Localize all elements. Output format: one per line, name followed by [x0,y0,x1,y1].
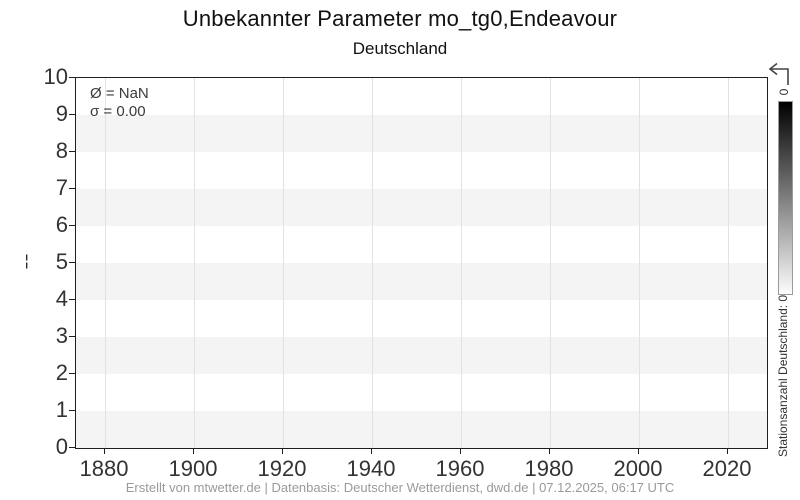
colorbar-tick-label: 0 [777,88,791,96]
y-tick-mark [69,188,75,189]
x-tick-mark [193,448,194,454]
gridline-2000 [639,78,640,448]
y-tick-mark [69,447,75,448]
gridline-1940 [372,78,373,448]
y-tick-mark [69,299,75,300]
gridline-1920 [283,78,284,448]
y-tick-mark [69,373,75,374]
x-tick-mark [460,448,461,454]
gridline-1960 [461,78,462,448]
y-tick-label: 4 [55,286,68,311]
y-tick-label: 2 [55,360,68,385]
x-tick-label: 2000 [613,456,663,481]
x-tick-mark [104,448,105,454]
y-tick-label: 6 [55,212,68,237]
x-tick-label: 1940 [346,456,396,481]
y-tick-label: 5 [55,249,68,274]
y-tick-mark [69,151,75,152]
y-tick-label: 1 [55,397,68,422]
chart-subtitle: Deutschland [352,39,448,58]
y-tick-label: 10 [43,64,68,89]
x-tick-label: 1920 [257,456,307,481]
x-tick-label: 1880 [79,456,129,481]
y-tick-mark [69,225,75,226]
x-tick-label: 1980 [524,456,574,481]
arrow-left-icon [768,62,789,85]
stats-annotation: Ø = NaN σ = 0.00 [90,85,149,121]
gridline-1980 [550,78,551,448]
x-tick-label: 1900 [168,456,218,481]
plot-area: Ø = NaN σ = 0.00 [75,77,768,449]
y-tick-mark [69,262,75,263]
y-tick-mark [69,114,75,115]
y-tick-label: 3 [55,323,68,348]
gridline-1880 [105,78,106,448]
chart-title: Unbekannter Parameter mo_tg0,Endeavour [182,6,618,31]
x-tick-mark [638,448,639,454]
mean-value-text: Ø = NaN [90,85,149,102]
y-tick-mark [69,336,75,337]
y-tick-mark [69,77,75,78]
x-tick-mark [371,448,372,454]
y-tick-label: 7 [55,175,68,200]
y-tick-mark [69,410,75,411]
attribution-footer: Erstellt von mtwetter.de | Datenbasis: D… [125,480,675,495]
sigma-value-text: σ = 0.00 [90,103,146,120]
gridline-1900 [194,78,195,448]
x-tick-mark [727,448,728,454]
y-tick-label: 9 [55,101,68,126]
x-tick-mark [282,448,283,454]
x-tick-label: 2020 [702,456,752,481]
y-tick-label: 0 [55,434,68,459]
colorbar-axis-label: Stationsanzahl Deutschland: 0 [776,294,790,457]
y-tick-label: 8 [55,138,68,163]
x-tick-mark [549,448,550,454]
y-axis-label: ¦ [24,251,30,270]
colorbar-gradient [778,101,793,295]
gridline-2020 [728,78,729,448]
x-tick-label: 1960 [435,456,485,481]
